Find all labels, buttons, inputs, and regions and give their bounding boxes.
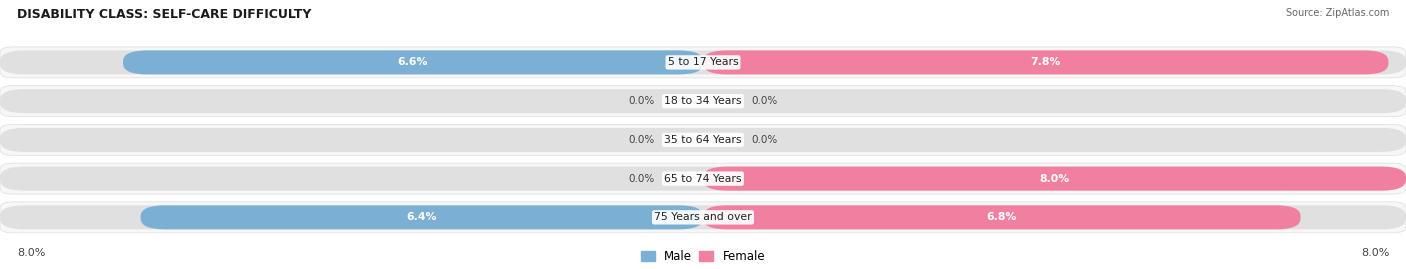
Text: 0.0%: 0.0% xyxy=(751,96,778,106)
Text: 0.0%: 0.0% xyxy=(628,96,655,106)
FancyBboxPatch shape xyxy=(0,163,1406,194)
FancyBboxPatch shape xyxy=(0,47,1406,78)
FancyBboxPatch shape xyxy=(0,86,1406,117)
FancyBboxPatch shape xyxy=(124,50,703,75)
FancyBboxPatch shape xyxy=(0,167,1406,191)
Text: 75 Years and over: 75 Years and over xyxy=(654,212,752,222)
Text: 6.4%: 6.4% xyxy=(406,212,437,222)
Text: 6.6%: 6.6% xyxy=(398,57,429,68)
Text: 0.0%: 0.0% xyxy=(628,135,655,145)
FancyBboxPatch shape xyxy=(703,167,1406,191)
Text: 8.0%: 8.0% xyxy=(1039,174,1070,184)
Text: 0.0%: 0.0% xyxy=(751,135,778,145)
Legend: Male, Female: Male, Female xyxy=(641,250,765,263)
FancyBboxPatch shape xyxy=(0,50,1406,75)
FancyBboxPatch shape xyxy=(0,124,1406,155)
Text: 0.0%: 0.0% xyxy=(628,174,655,184)
FancyBboxPatch shape xyxy=(0,128,1406,152)
Text: Source: ZipAtlas.com: Source: ZipAtlas.com xyxy=(1285,8,1389,18)
FancyBboxPatch shape xyxy=(703,205,1301,229)
Text: 18 to 34 Years: 18 to 34 Years xyxy=(664,96,742,106)
FancyBboxPatch shape xyxy=(0,89,1406,113)
FancyBboxPatch shape xyxy=(141,205,703,229)
FancyBboxPatch shape xyxy=(703,50,1389,75)
FancyBboxPatch shape xyxy=(0,202,1406,233)
Text: 8.0%: 8.0% xyxy=(17,248,45,258)
Text: 65 to 74 Years: 65 to 74 Years xyxy=(664,174,742,184)
Text: 35 to 64 Years: 35 to 64 Years xyxy=(664,135,742,145)
FancyBboxPatch shape xyxy=(0,205,1406,229)
Text: 6.8%: 6.8% xyxy=(987,212,1017,222)
Text: 5 to 17 Years: 5 to 17 Years xyxy=(668,57,738,68)
Text: 7.8%: 7.8% xyxy=(1031,57,1062,68)
Text: 8.0%: 8.0% xyxy=(1361,248,1389,258)
Text: DISABILITY CLASS: SELF-CARE DIFFICULTY: DISABILITY CLASS: SELF-CARE DIFFICULTY xyxy=(17,8,311,21)
